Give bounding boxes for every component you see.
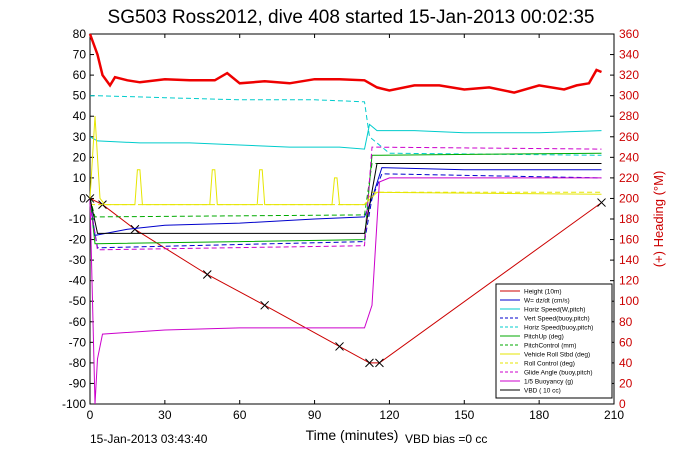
left-tick-label: 20	[73, 150, 87, 164]
left-tick-label: 70	[73, 48, 87, 62]
series-line-8	[90, 191, 602, 206]
series-layer	[85, 33, 606, 405]
legend-entry: VBD ( 10 cc)	[524, 388, 561, 395]
legend-entry: Vert Speed(buoy,pitch)	[524, 316, 590, 323]
series-line-9	[89, 146, 602, 251]
x-tick-label: 30	[158, 408, 172, 422]
x-tick-label: 120	[379, 408, 399, 422]
legend-entry: Vehicle Roll Stbd (deg)	[524, 352, 590, 359]
x-axis-label: Time (minutes)	[306, 427, 399, 443]
right-tick-label: 160	[619, 233, 639, 247]
height-point-marker	[202, 270, 212, 279]
height-point-marker	[375, 358, 384, 368]
series-line-6	[89, 163, 602, 218]
left-tick-label: -10	[69, 212, 87, 226]
right-tick-label: 120	[619, 274, 639, 288]
left-axis: -100-90-80-70-60-50-40-30-20-10010203040…	[62, 27, 94, 411]
height-point-marker	[130, 224, 140, 234]
series-line-10	[89, 177, 602, 405]
left-tick-label: -100	[62, 397, 86, 411]
right-tick-label: 340	[619, 48, 639, 62]
height-point-marker	[597, 198, 606, 207]
left-tick-label: 40	[73, 109, 87, 123]
left-tick-label: -60	[69, 315, 87, 329]
x-tick-label: 210	[604, 408, 624, 422]
left-tick-label: 80	[73, 27, 87, 41]
left-tick-label: -40	[69, 274, 87, 288]
left-tick-label: -90	[69, 376, 87, 390]
x-tick-label: 150	[454, 408, 474, 422]
footer-timestamp: 15-Jan-2013 03:43:40	[90, 432, 208, 446]
chart-title: SG503 Ross2012, dive 408 started 15-Jan-…	[108, 7, 595, 28]
legend-entry: PitchControl (mm)	[524, 343, 576, 350]
legend-entry: Glide Angle (buoy,pitch)	[524, 370, 593, 377]
right-tick-label: 180	[619, 212, 639, 226]
legend-entry: Height (10m)	[524, 289, 562, 296]
series-line-12	[88, 33, 602, 94]
x-tick-label: 180	[529, 408, 549, 422]
left-tick-label: 60	[73, 68, 87, 82]
right-tick-label: 20	[619, 376, 633, 390]
right-tick-label: 220	[619, 171, 639, 185]
right-tick-label: 80	[619, 315, 633, 329]
left-tick-label: 30	[73, 130, 87, 144]
right-tick-label: 140	[619, 253, 639, 267]
x-axis: 0 30 60 90 120 150 180 210	[87, 34, 624, 422]
x-tick-label: 60	[233, 408, 247, 422]
height-point-marker	[260, 300, 270, 310]
right-tick-label: 200	[619, 191, 639, 205]
series-line-3	[89, 173, 602, 249]
right-axis: 0 20 40 60 80 100 120 140 160 180 200 220 240 260 280 3…	[610, 27, 639, 411]
left-tick-label: -80	[69, 356, 87, 370]
series-line-7	[89, 116, 602, 206]
right-tick-label: 320	[619, 68, 639, 82]
right-tick-label: 300	[619, 89, 639, 103]
height-point-marker	[365, 358, 374, 368]
right-tick-label: 240	[619, 150, 639, 164]
left-tick-label: -30	[69, 253, 87, 267]
right-axis-label: (+) Heading (°M)	[651, 171, 666, 268]
legend-entry: PitchUp (deg)	[524, 334, 564, 341]
legend-entry: Horiz Speed(W,pitch)	[524, 307, 585, 314]
legend-entry: W= dz/dt (cm/s)	[524, 298, 570, 305]
series-line-11	[89, 163, 602, 234]
right-tick-label: 280	[619, 109, 639, 123]
left-tick-label: -70	[69, 335, 87, 349]
legend-entry: Horiz Speed(buoy,pitch)	[524, 325, 593, 332]
left-tick-label: 10	[73, 171, 87, 185]
left-tick-label: 50	[73, 89, 87, 103]
legend-entry: 1/5 Buoyancy (g)	[524, 379, 573, 386]
right-tick-label: 0	[619, 397, 626, 411]
right-tick-label: 360	[619, 27, 639, 41]
left-tick-label: -20	[69, 233, 87, 247]
series-line-2	[89, 123, 602, 150]
right-tick-label: 40	[619, 356, 633, 370]
series-line-4	[90, 95, 602, 156]
footer-vbd-bias: VBD bias =0 cc	[405, 432, 487, 446]
legend: Height (10m) W= dz/dt (cm/s) Horiz Speed(W…	[495, 283, 613, 399]
left-tick-label: -50	[69, 294, 87, 308]
height-point-marker	[335, 342, 344, 351]
series-line-1	[89, 167, 602, 236]
legend-box	[495, 283, 613, 399]
x-tick-label: 0	[87, 408, 94, 422]
left-tick-label: 0	[79, 191, 86, 205]
x-tick-label: 90	[308, 408, 322, 422]
legend-entry: Roll Control (deg)	[524, 361, 575, 368]
series-line-5	[89, 152, 602, 245]
right-tick-label: 60	[619, 335, 633, 349]
right-tick-label: 260	[619, 130, 639, 144]
right-tick-label: 100	[619, 294, 639, 308]
